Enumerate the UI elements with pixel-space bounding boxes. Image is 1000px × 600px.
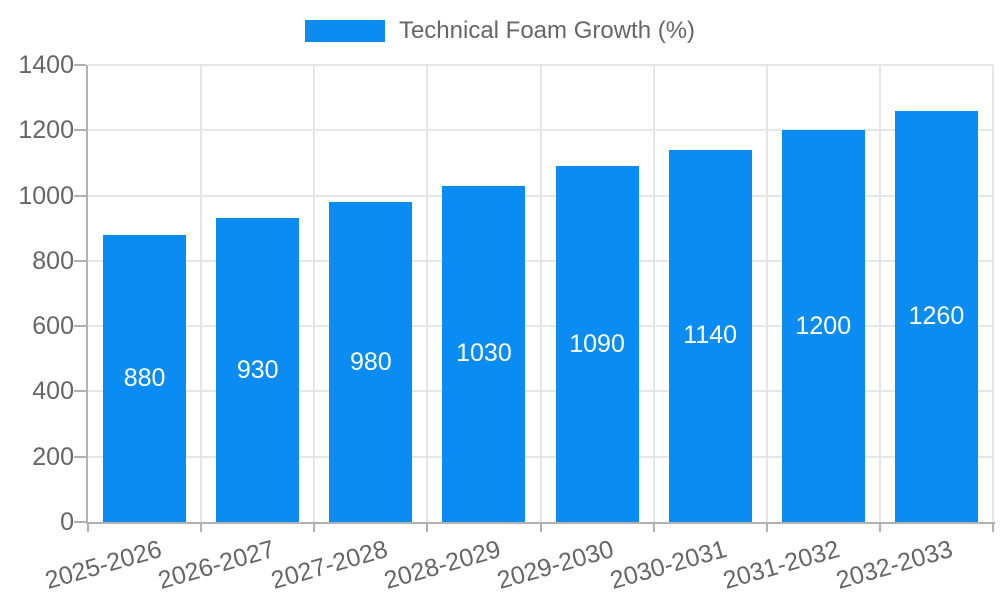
y-tick-1200 [74, 129, 86, 132]
legend-swatch [304, 20, 385, 42]
y-tick-0 [74, 521, 86, 523]
bar-2028-2029[interactable]: 1030 [442, 185, 526, 522]
y-axis-tick-label: 1400 [18, 51, 74, 79]
plot-area: 880 930 980 1030 1090 1140 1200 1260 [74, 64, 995, 532]
y-tick-1400 [74, 64, 86, 66]
bar-value-label: 930 [236, 355, 279, 384]
y-axis-tick-label: 0 [60, 508, 74, 536]
y-axis-tick-label: 200 [32, 442, 74, 471]
gridline-x-6 [765, 65, 768, 522]
bar-2027-2028[interactable]: 980 [329, 202, 413, 522]
x-tick-0 [87, 522, 89, 532]
gridline-x-1 [200, 65, 203, 522]
bar-2029-2030[interactable]: 1090 [555, 166, 639, 522]
gridline-x-3 [426, 65, 429, 522]
bar-value-label: 1140 [683, 321, 738, 350]
x-tick-2 [313, 522, 316, 532]
y-axis-tick-label: 800 [32, 246, 74, 275]
y-axis-line [86, 65, 88, 522]
bar-2030-2031[interactable]: 1140 [668, 149, 752, 522]
gridline-x-2 [313, 65, 316, 522]
chart-legend[interactable]: Technical Foam Growth (%) [0, 8, 1000, 54]
bar-value-label: 1260 [908, 301, 965, 330]
gridline-x-8 [992, 65, 994, 522]
y-tick-400 [74, 390, 86, 393]
gridline-x-5 [652, 65, 655, 522]
legend-label: Technical Foam Growth (%) [398, 17, 696, 44]
y-tick-1000 [74, 194, 86, 197]
gridline-x-4 [539, 65, 542, 522]
x-tick-4 [539, 522, 542, 532]
bar-value-label: 1090 [569, 329, 625, 358]
y-tick-200 [74, 455, 86, 458]
x-tick-3 [426, 522, 429, 532]
x-tick-7 [878, 522, 881, 532]
y-axis-tick-label: 1200 [18, 116, 74, 145]
y-axis-tick-label: 400 [32, 377, 74, 406]
bar-value-label: 980 [349, 347, 392, 376]
x-tick-5 [652, 522, 655, 532]
bar-2025-2026[interactable]: 880 [103, 234, 187, 522]
x-tick-1 [200, 522, 203, 532]
x-tick-8 [992, 522, 994, 532]
x-tick-6 [765, 522, 768, 532]
y-tick-800 [74, 259, 86, 262]
y-axis-tick-label: 1000 [18, 181, 74, 210]
bar-value-label: 880 [123, 363, 166, 392]
bar-value-label: 1200 [795, 311, 852, 340]
bar-2032-2033[interactable]: 1260 [894, 110, 978, 522]
gridline-x-7 [878, 65, 881, 522]
bar-value-label: 1030 [456, 339, 512, 368]
bar-2026-2027[interactable]: 930 [216, 218, 300, 522]
y-tick-600 [74, 325, 86, 328]
bar-2031-2032[interactable]: 1200 [781, 130, 865, 522]
y-axis-tick-label: 600 [32, 312, 74, 341]
